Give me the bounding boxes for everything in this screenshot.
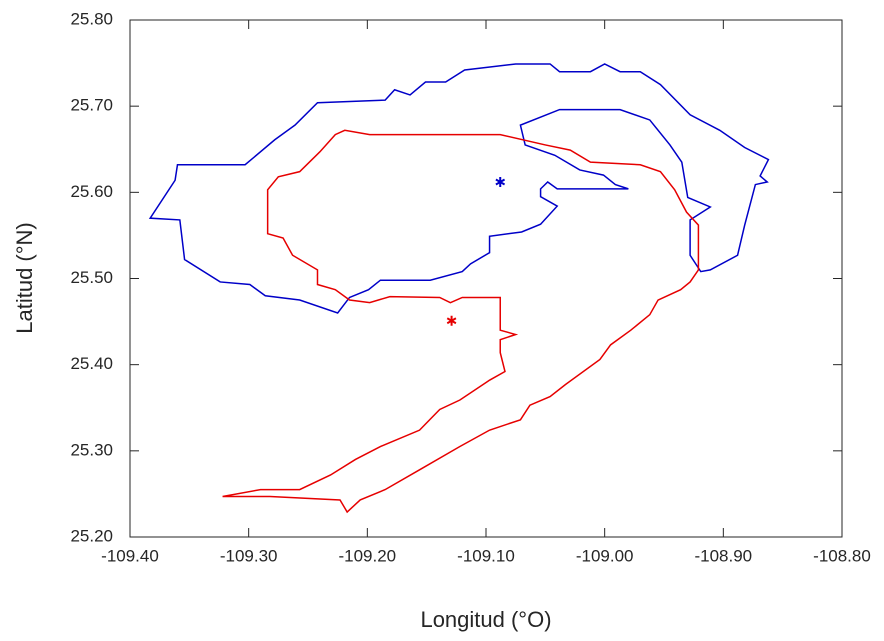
y-tick-label: 25.50 (70, 268, 113, 287)
y-tick-label: 25.30 (70, 440, 113, 459)
x-tick-label: -109.10 (457, 546, 515, 565)
plot-frame (129, 19, 843, 538)
x-tick-label: -109.40 (101, 546, 159, 565)
star-marker (495, 176, 506, 187)
star-marker (446, 315, 457, 326)
x-tick-label: -109.30 (220, 546, 278, 565)
data-line (148, 63, 770, 314)
x-axis-title: Longitud (°O) (420, 607, 551, 632)
x-tick-label: -108.80 (813, 546, 871, 565)
x-tick-label: -109.00 (576, 546, 634, 565)
y-tick-label: 25.80 (70, 9, 113, 28)
x-tick-label: -108.90 (694, 546, 752, 565)
y-tick-label: 25.40 (70, 354, 113, 373)
x-tick-label: -109.20 (338, 546, 396, 565)
y-tick-label: 25.20 (70, 526, 113, 545)
y-axis-title: Latitud (°N) (12, 222, 37, 334)
y-tick-label: 25.70 (70, 96, 113, 115)
y-tick-label: 25.60 (70, 182, 113, 201)
data-line (222, 129, 700, 514)
